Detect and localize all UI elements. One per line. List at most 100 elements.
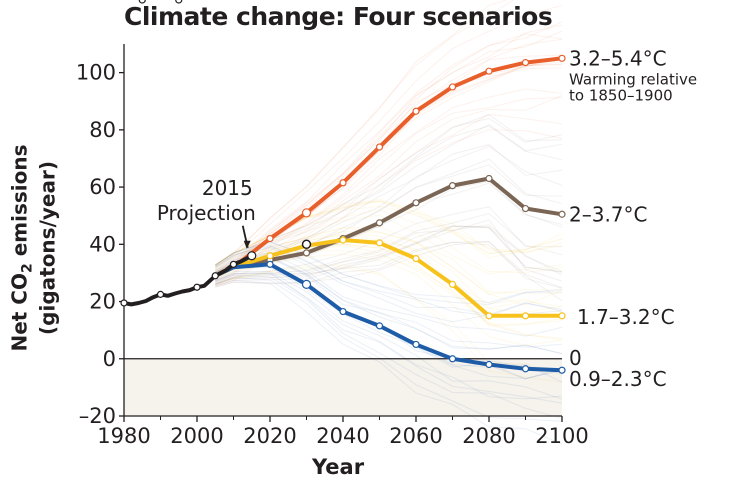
series-point (485, 67, 493, 75)
ensemble-line (215, 267, 563, 383)
warming-note-line2: to 1850–1900 (569, 86, 673, 104)
ensemble-line (215, 225, 563, 286)
ensemble-line (215, 21, 563, 272)
y-axis-title-line1: Net CO2 emissions (7, 144, 36, 352)
ensemble-line (215, 30, 563, 274)
y-tick-label: 100 (76, 61, 116, 85)
y-tick-label: 0 (103, 347, 116, 371)
x-tick-label: 2040 (316, 424, 369, 448)
historical-point (193, 283, 201, 291)
series-point (339, 307, 347, 316)
chart-title: Climate change: Four scenarios (124, 2, 553, 31)
ensemble-line (215, 227, 563, 295)
historical-point (156, 290, 165, 298)
series-point (412, 340, 420, 349)
series-point (375, 219, 384, 227)
annotation-projection: Projection (157, 201, 256, 225)
annotation-year: 2015 (202, 176, 253, 200)
ensemble-line (215, 219, 563, 285)
ensemble-line (215, 212, 563, 283)
series-point (412, 107, 420, 115)
series-point (521, 58, 530, 67)
series-point (521, 365, 530, 373)
series-point (266, 260, 274, 268)
series-point (301, 279, 312, 289)
ensemble-line (215, 264, 563, 374)
series-point (558, 210, 566, 218)
series-point (448, 182, 457, 190)
x-tick-label: 2060 (389, 424, 442, 448)
series-point (485, 174, 493, 183)
ensemble-line (215, 38, 563, 274)
ensemble-line (215, 233, 563, 314)
ensemble-line (215, 88, 563, 281)
series-point (521, 204, 530, 213)
ensemble-line (215, 33, 563, 273)
series-point (339, 179, 347, 187)
ensemble-line (215, 117, 563, 266)
y-tick-label: 80 (89, 118, 116, 142)
historical-point (211, 272, 219, 280)
ensemble-line (215, 272, 563, 404)
ensemble-line (215, 225, 563, 285)
ensemble-line (215, 224, 563, 284)
historical-point (229, 260, 238, 268)
y-axis-title-line2: (gigatons/year) (35, 161, 60, 335)
historical-point (247, 251, 257, 261)
end-label-2-3.7: 2–3.7°C (569, 202, 648, 226)
ensemble-line (215, 0, 515, 266)
series-point (375, 322, 384, 330)
ensemble-line (215, 225, 563, 284)
series-point (558, 366, 566, 374)
end-label-1.7-3.2: 1.7–3.2°C (577, 305, 675, 329)
series-point (412, 199, 420, 207)
ensemble-line (215, 198, 563, 266)
y-tick-label: 40 (89, 232, 116, 256)
x-tick-label: 2000 (170, 424, 223, 448)
x-tick-label: 2100 (535, 424, 588, 448)
series-point (448, 355, 457, 363)
labels: 100 80 60 40 20 0 –20 1980 2000 2020 204… (76, 46, 697, 448)
ensemble-line (215, 231, 563, 306)
warming-note-line1: Warming relative (569, 70, 697, 88)
ensemble-line (215, 114, 563, 266)
series-point (558, 312, 566, 320)
series-point (375, 143, 384, 151)
series-point (521, 312, 530, 320)
ensemble-line (215, 0, 508, 266)
ensemble-line (215, 226, 563, 294)
series-point (301, 208, 312, 218)
ensemble-line (215, 205, 563, 266)
end-label-zero: 0 (569, 346, 582, 370)
ensemble-line (215, 200, 563, 266)
x-tick-label: 2080 (462, 424, 515, 448)
ensemble-line (215, 240, 563, 289)
background-layer (124, 358, 562, 416)
series-point (302, 249, 311, 257)
ensemble-line (215, 279, 563, 445)
y-tick-label: –20 (79, 404, 116, 428)
series-point (448, 280, 457, 288)
ensemble-line (215, 241, 563, 289)
series-point (339, 236, 347, 244)
series-point (266, 234, 274, 243)
series-point (266, 252, 274, 260)
x-tick-label: 1980 (97, 424, 150, 448)
end-label-0.9-2.3: 0.9–2.3°C (569, 367, 667, 391)
historical-point (120, 299, 128, 307)
ensemble-line (215, 264, 563, 376)
ensemble-line (215, 252, 563, 337)
negative-emissions-region (124, 358, 562, 416)
historical-line (123, 254, 253, 307)
ensemble-line (215, 200, 563, 266)
x-axis-title: Year (312, 455, 365, 479)
series-point (448, 83, 457, 91)
historical-point (138, 0, 146, 4)
y-tick-label: 60 (89, 175, 116, 199)
ensemble-line (215, 200, 563, 266)
ensemble-line (215, 274, 563, 419)
ensemble-line (215, 241, 563, 304)
series-point (485, 312, 493, 320)
ensemble-line (215, 164, 563, 274)
